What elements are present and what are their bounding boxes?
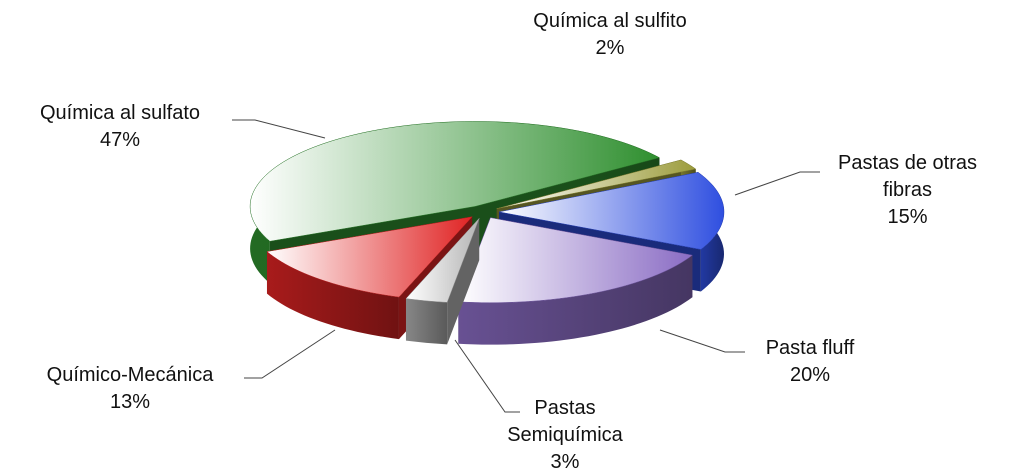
data-label: Pastas de otras fibras 15% [820,150,995,231]
label-name: Química al sulfito [533,10,687,32]
label-value: 13% [109,391,151,413]
slice [458,217,693,345]
data-label: Químico-Mecánica 13% [10,362,250,416]
label-name: Pasta fluff [765,337,855,359]
data-label: Pasta fluff 20% [730,335,890,389]
leader-lines [232,119,820,413]
slice-top [458,217,693,303]
data-label: Química al sulfato 47% [5,100,235,154]
label-value: 15% [887,206,928,228]
label-name: Química al sulfato [39,102,201,124]
slice-side [458,255,693,345]
label-name: Pastas Semiquímica [507,397,623,446]
slice-top [405,218,480,303]
slice-top [498,172,725,250]
label-value: 20% [789,364,831,386]
leader-line [244,329,336,379]
leader-line [734,171,820,196]
slice [405,218,480,345]
slice-top [249,121,661,242]
data-label: Pastas Semiquímica 3% [495,395,635,475]
label-value: 47% [99,129,141,151]
slice-side [266,251,399,340]
slice-top [266,216,473,298]
label-name: Pastas de otras fibras [838,152,977,201]
slice-side [405,298,448,345]
leader-line [659,329,745,353]
leader-line [454,339,520,413]
data-label: Química al sulfito 2% [505,8,715,62]
label-name: Químico-Mecánica [46,364,214,386]
label-value: 3% [550,451,580,473]
label-value: 2% [595,37,625,59]
slice-top [496,159,697,209]
leader-line [232,119,326,139]
